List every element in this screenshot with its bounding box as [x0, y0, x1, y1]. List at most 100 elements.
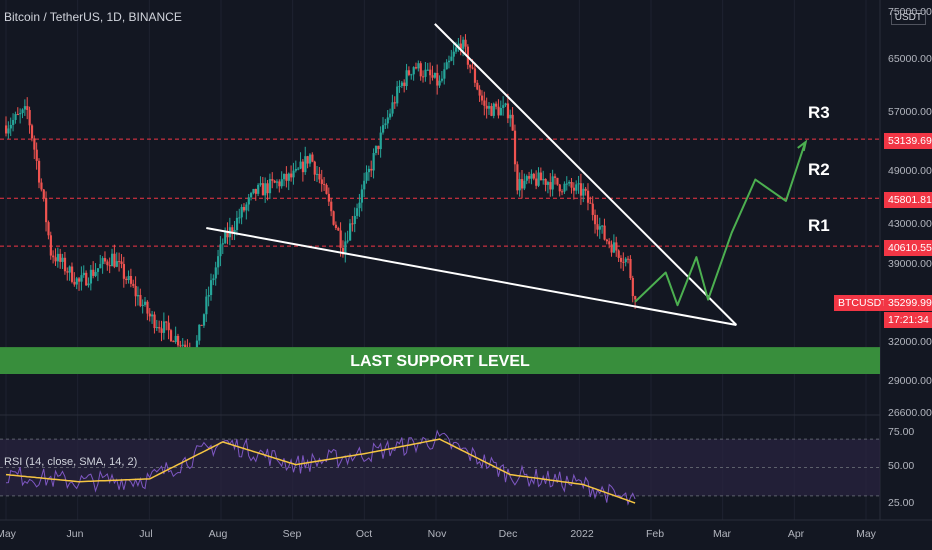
candle-body — [42, 189, 45, 198]
candle-body — [85, 272, 88, 286]
candle-body — [209, 280, 213, 296]
candle-body — [184, 344, 187, 348]
candle-body — [158, 327, 161, 329]
candle-body — [28, 110, 31, 126]
candle-body — [488, 106, 491, 109]
candle-body — [92, 269, 95, 276]
candle-body — [45, 197, 48, 223]
candle-body — [542, 178, 545, 181]
candle-body — [417, 63, 420, 69]
time-label: 2022 — [570, 528, 594, 540]
candle-body — [513, 130, 517, 165]
candle-body — [30, 125, 34, 139]
candle-body — [264, 183, 267, 196]
candle-body — [99, 264, 102, 269]
projection-arrowhead — [797, 139, 808, 152]
candle-body — [238, 217, 241, 219]
candle-body — [393, 102, 396, 104]
candle-body — [261, 183, 265, 196]
candle-body — [316, 173, 319, 175]
candle-body — [610, 244, 613, 253]
candle-body — [207, 295, 210, 297]
candle-body — [391, 102, 394, 114]
candle-body — [56, 253, 60, 262]
candle-body — [155, 327, 158, 329]
candle-body — [151, 314, 154, 317]
time-label: Apr — [787, 528, 805, 540]
candle-body — [346, 240, 349, 242]
candle-body — [68, 266, 71, 273]
candle-body — [200, 324, 203, 326]
candle-body — [410, 74, 413, 76]
candle-body — [502, 105, 505, 108]
candle-body — [400, 82, 404, 86]
candle-body — [285, 173, 288, 181]
candle-body — [49, 235, 52, 256]
candle-body — [59, 253, 62, 262]
candle-body — [66, 271, 69, 273]
candle-body — [271, 179, 274, 181]
candle-body — [372, 152, 375, 171]
candle-body — [287, 173, 290, 181]
candle-body — [358, 202, 361, 209]
candle-body — [308, 154, 312, 164]
candle-body — [360, 189, 363, 203]
candle-body — [127, 275, 130, 281]
candle-body — [407, 70, 411, 75]
symbol-tag: BTCUSDT — [834, 295, 892, 311]
candle-body — [304, 156, 307, 173]
candle-body — [318, 173, 321, 180]
candle-body — [125, 278, 128, 281]
candle-body — [23, 106, 27, 110]
candle-body — [226, 230, 229, 238]
candle-body — [351, 223, 354, 225]
lower-trend-line — [206, 227, 737, 326]
candle-body — [181, 344, 184, 346]
time-label: Oct — [355, 528, 373, 540]
candle-body — [436, 72, 439, 86]
price-tick: 39000.00 — [888, 258, 932, 270]
candle-body — [504, 103, 507, 106]
time-label: Sep — [282, 528, 302, 540]
candle-body — [577, 183, 580, 185]
candle-body — [221, 243, 224, 245]
level-price-tag-r1: 40610.55 — [884, 240, 932, 256]
currency-badge[interactable]: USDT — [890, 10, 926, 25]
candle-body — [447, 60, 451, 63]
candle-body — [544, 178, 547, 185]
candle-body — [403, 82, 406, 87]
candle-body — [144, 301, 147, 305]
price-tick: 49000.00 — [888, 165, 932, 177]
candle-body — [245, 204, 248, 211]
candle-body — [462, 39, 465, 49]
candle-body — [370, 168, 373, 171]
candle-body — [365, 172, 368, 181]
candle-body — [283, 173, 286, 180]
candle-body — [523, 180, 526, 189]
candle-body — [422, 76, 425, 78]
time-label: Feb — [645, 528, 665, 540]
level-price-tag-r2: 45801.81 — [884, 192, 932, 208]
candle-body — [608, 241, 611, 245]
candle-body — [301, 161, 305, 173]
candle-body — [518, 179, 521, 191]
candle-body — [118, 261, 121, 263]
candle-body — [33, 138, 36, 150]
candle-body — [622, 261, 625, 263]
candle-body — [528, 176, 531, 179]
candle-body — [558, 184, 561, 192]
candle-body — [619, 257, 623, 262]
candle-body — [146, 301, 149, 314]
candle-body — [457, 43, 460, 48]
rsi-tick: 25.00 — [888, 497, 915, 509]
candle-body — [247, 197, 250, 205]
candle-body — [469, 64, 472, 68]
candle-body — [615, 242, 618, 251]
candle-body — [122, 264, 126, 279]
candle-body — [450, 56, 453, 61]
candle-body — [5, 125, 8, 134]
projection-path — [634, 143, 806, 307]
candle-body — [363, 180, 366, 190]
candle-body — [551, 176, 554, 190]
